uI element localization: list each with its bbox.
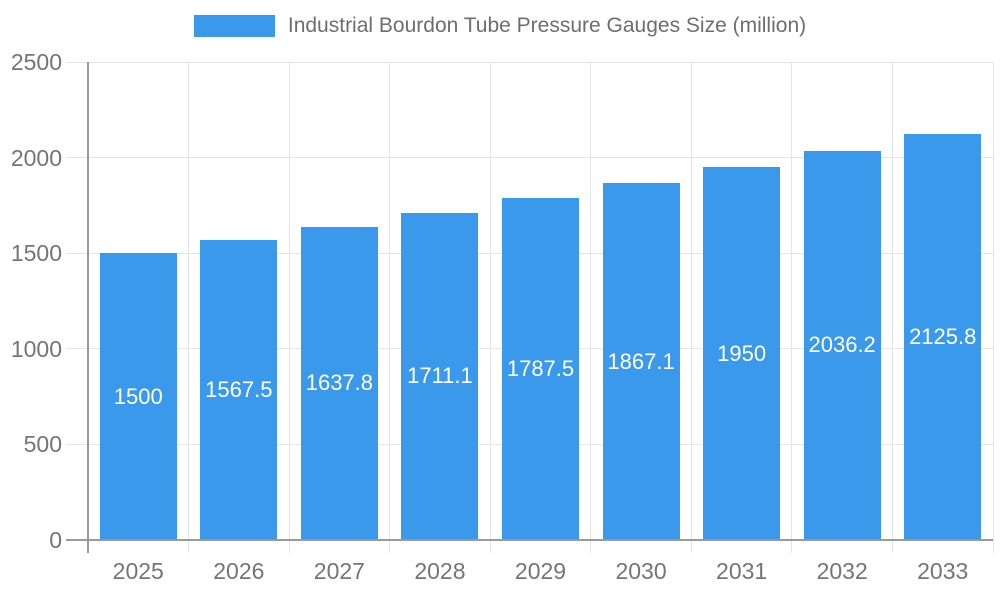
bar-2025[interactable] [99,253,177,540]
bar-2028[interactable] [401,212,479,540]
y-axis-tick-label: 0 [49,527,62,553]
x-axis-tick-label-2026: 2026 [213,558,265,584]
x-axis-tick-label-2030: 2030 [615,558,667,584]
legend-swatch-icon [193,15,275,37]
gridline-x-3 [389,62,391,553]
gridline-x-2 [288,62,290,553]
y-axis-tick-label: 500 [23,431,62,458]
gridline-y-2000 [66,157,993,159]
gridline-x-4 [489,62,491,553]
bar-2030[interactable] [602,183,680,540]
gridline-x-7 [791,62,793,553]
gridline-x-1 [188,62,190,553]
gridline-x-9 [992,62,994,553]
legend-label: Industrial Bourdon Tube Pressure Gauges … [287,14,807,37]
chart-legend: Industrial Bourdon Tube Pressure Gauges … [0,13,1000,39]
bar-value-label-2032: 2036.2 [808,332,876,358]
bar-value-label-2028: 1711.1 [407,363,473,389]
x-axis-tick-label-2027: 2027 [313,558,365,584]
gridline-x-6 [690,62,692,553]
bar-2026[interactable] [200,240,278,540]
x-axis-tick-label-2031: 2031 [716,558,768,584]
bar-value-label-2033: 2125.8 [909,323,977,349]
bar-2027[interactable] [300,226,378,540]
bar-value-label-2026: 1567.5 [205,377,273,403]
plot-area: 0 500 1000 1500 2000 2500 1500 2025 1567.5 2026 16… [11,49,994,584]
y-axis-tick-label: 2500 [10,49,62,75]
bar-value-label-2027: 1637.8 [305,370,374,396]
x-axis-tick-label-2029: 2029 [514,558,567,584]
bar-value-label-2031: 1950 [717,340,767,366]
gridline-x-5 [590,62,592,553]
x-axis-tick-label-2025: 2025 [112,558,164,584]
y-axis-line [87,62,89,553]
x-axis-tick-label-2032: 2032 [816,558,868,584]
y-axis-tick-label: 1500 [10,240,62,267]
bar-value-label-2025: 1500 [113,383,163,409]
bar-2029[interactable] [502,198,579,540]
y-axis-tick-label: 2000 [10,144,62,171]
legend-item[interactable]: Industrial Bourdon Tube Pressure Gauges … [193,13,807,39]
gridline-y-2500 [66,61,993,63]
x-axis-tick-label-2033: 2033 [917,558,969,584]
bar-2032[interactable] [803,150,881,540]
bar-2033[interactable] [904,133,982,540]
x-axis-line [66,539,993,541]
bar-value-label-2029: 1787.5 [506,356,575,382]
bar-2031[interactable] [703,167,781,540]
y-axis-tick-label: 1000 [10,335,62,362]
x-axis-tick-label-2028: 2028 [414,558,466,584]
bar-value-label-2030: 1867.1 [607,348,675,374]
gridline-x-8 [891,62,893,553]
